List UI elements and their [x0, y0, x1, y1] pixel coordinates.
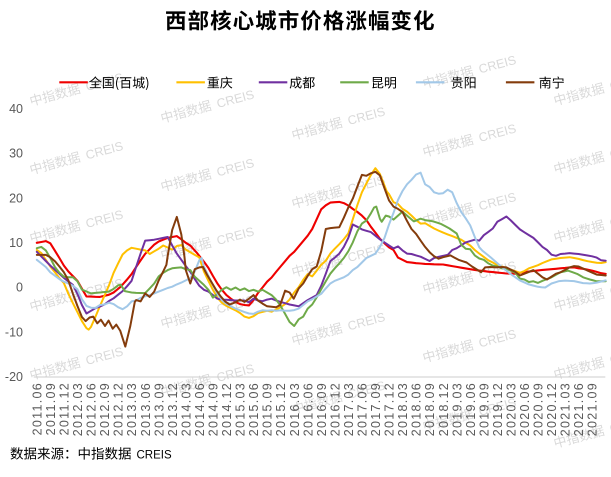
svg-text:0: 0 — [16, 281, 23, 295]
svg-text:2019.06: 2019.06 — [464, 382, 478, 436]
svg-text:CREIS: CREIS — [137, 450, 172, 462]
svg-text:2015.03: 2015.03 — [234, 382, 248, 436]
svg-text:-20: -20 — [5, 370, 23, 384]
svg-text:2013.06: 2013.06 — [139, 382, 153, 436]
svg-text:2011.06: 2011.06 — [30, 382, 44, 435]
svg-text:2020.09: 2020.09 — [532, 382, 546, 436]
svg-text:40: 40 — [9, 102, 23, 116]
svg-text:2016.03: 2016.03 — [288, 382, 302, 436]
svg-text:2014.06: 2014.06 — [193, 382, 207, 436]
svg-text:2013.09: 2013.09 — [152, 382, 166, 436]
svg-text:2016.12: 2016.12 — [328, 382, 342, 436]
svg-text:2018.12: 2018.12 — [437, 382, 451, 436]
svg-text:2012.03: 2012.03 — [71, 382, 85, 436]
svg-text:2017.09: 2017.09 — [369, 382, 383, 436]
svg-text:2013.12: 2013.12 — [166, 382, 180, 436]
svg-text:2016.06: 2016.06 — [301, 382, 315, 436]
svg-text:2013.03: 2013.03 — [125, 382, 139, 436]
svg-text:2012.09: 2012.09 — [98, 382, 112, 436]
svg-text:2020.03: 2020.03 — [505, 382, 519, 436]
svg-text:2014.03: 2014.03 — [179, 382, 193, 436]
svg-text:2015.06: 2015.06 — [247, 382, 261, 436]
svg-text:2019.09: 2019.09 — [477, 382, 491, 436]
svg-text:2014.09: 2014.09 — [207, 382, 221, 436]
svg-text:2017.12: 2017.12 — [383, 382, 397, 436]
svg-text:2018.03: 2018.03 — [396, 382, 410, 436]
svg-text:2011.09: 2011.09 — [44, 382, 58, 435]
svg-text:2020.12: 2020.12 — [545, 382, 559, 436]
svg-text:2016.09: 2016.09 — [315, 382, 329, 436]
svg-text:2020.06: 2020.06 — [518, 382, 532, 436]
svg-text:2021.09: 2021.09 — [586, 382, 600, 436]
svg-text:2019.03: 2019.03 — [450, 382, 464, 436]
svg-text:2012.06: 2012.06 — [85, 382, 99, 436]
svg-text:2018.06: 2018.06 — [410, 382, 424, 436]
svg-text:2012.12: 2012.12 — [112, 382, 126, 436]
svg-text:2018.09: 2018.09 — [423, 382, 437, 436]
svg-text:20: 20 — [9, 191, 23, 205]
svg-text:2015.12: 2015.12 — [274, 382, 288, 436]
svg-text:2017.06: 2017.06 — [356, 382, 370, 436]
svg-text:2015.09: 2015.09 — [261, 382, 275, 436]
svg-text:2017.03: 2017.03 — [342, 382, 356, 436]
svg-text:10: 10 — [9, 236, 23, 250]
svg-text:2014.12: 2014.12 — [220, 382, 234, 436]
svg-text:2019.12: 2019.12 — [491, 382, 505, 436]
svg-text:2021.03: 2021.03 — [559, 382, 573, 436]
svg-text:2021.06: 2021.06 — [572, 382, 586, 436]
svg-text:30: 30 — [9, 147, 23, 161]
svg-text:2011.12: 2011.12 — [58, 382, 72, 435]
svg-text:-10: -10 — [5, 325, 23, 339]
